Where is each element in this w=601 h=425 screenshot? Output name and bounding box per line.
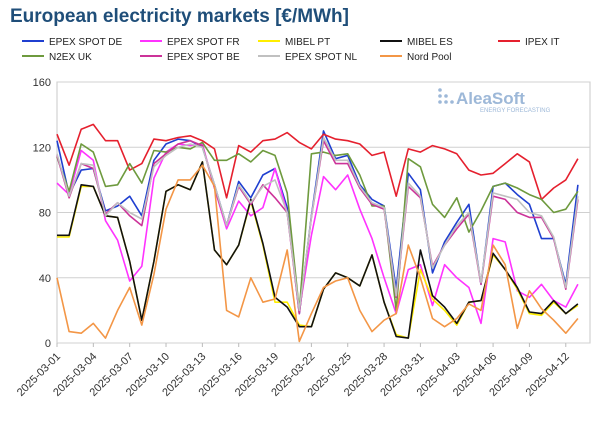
legend-label: EPEX SPOT FR xyxy=(167,37,240,48)
watermark-tagline: ENERGY FORECASTING xyxy=(480,108,551,114)
y-tick-label: 80 xyxy=(39,208,51,220)
logo-dot xyxy=(450,100,454,104)
legend-item: EPEX SPOT DE xyxy=(22,37,123,48)
legend-item: N2EX UK xyxy=(22,52,92,63)
legend-label: Nord Pool xyxy=(407,52,451,63)
series-line-nord-pool xyxy=(56,164,579,343)
legend-label: IPEX IT xyxy=(525,37,559,48)
legend-label: N2EX UK xyxy=(49,52,92,63)
legend-item: EPEX SPOT FR xyxy=(140,37,240,48)
series-line-n2ex-uk xyxy=(56,141,579,312)
legend-label: EPEX SPOT DE xyxy=(49,37,123,48)
logo-dot xyxy=(438,100,442,104)
series-line-mibel-pt xyxy=(57,161,579,339)
logo-dot xyxy=(444,94,448,98)
series-line-ipex-it xyxy=(56,123,579,201)
legend-label: EPEX SPOT NL xyxy=(285,52,358,63)
legend-label: EPEX SPOT BE xyxy=(167,52,240,63)
logo-dot xyxy=(438,94,442,98)
legend-item: EPEX SPOT NL xyxy=(258,52,358,63)
legend-item: IPEX IT xyxy=(498,37,559,48)
y-tick-label: 0 xyxy=(45,338,51,350)
legend-item: Nord Pool xyxy=(380,52,451,63)
y-tick-label: 120 xyxy=(33,142,51,154)
watermark-name: AleaSoft xyxy=(456,89,525,108)
logo-dot xyxy=(444,100,448,104)
series-line-epex-spot-nl xyxy=(56,136,579,312)
legend-label: MIBEL ES xyxy=(407,37,453,48)
legend-item: MIBEL ES xyxy=(380,37,453,48)
legend-item: MIBEL PT xyxy=(258,37,330,48)
legend-item: EPEX SPOT BE xyxy=(140,52,240,63)
logo-dot xyxy=(438,88,442,92)
y-tick-label: 40 xyxy=(39,273,51,285)
legend-label: MIBEL PT xyxy=(285,37,330,48)
y-tick-label: 160 xyxy=(33,77,51,89)
chart-title: European electricity markets [€/MWh] xyxy=(10,6,349,27)
series-line-mibel-es xyxy=(57,161,579,339)
